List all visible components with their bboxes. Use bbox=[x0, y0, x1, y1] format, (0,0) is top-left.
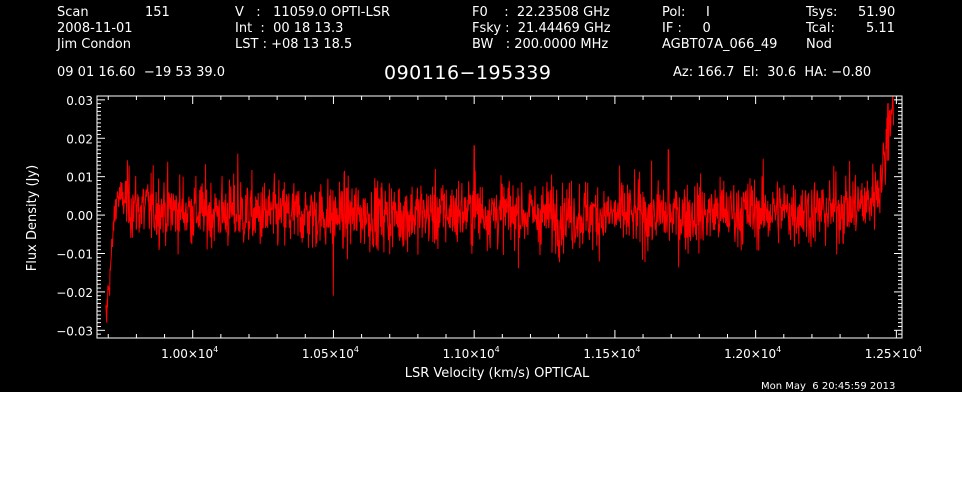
plot-frame bbox=[96, 95, 903, 339]
tcal-label: Tcal: bbox=[806, 21, 835, 36]
observing-mode: Nod bbox=[806, 37, 832, 52]
f0-readout: F0 : 22.23508 GHz bbox=[472, 5, 610, 20]
x-tick-label: 1.10×104 bbox=[443, 345, 500, 361]
observer-name: Jim Condon bbox=[57, 37, 131, 52]
y-tick-label: 0.01 bbox=[66, 171, 93, 185]
x-tick-exponent: 4 bbox=[635, 345, 640, 354]
integration-readout: Int : 00 18 13.3 bbox=[235, 21, 344, 36]
lst-readout: LST : +08 13 18.5 bbox=[235, 37, 353, 52]
y-tick-label: 0.03 bbox=[66, 94, 93, 108]
if-readout: IF : 0 bbox=[662, 21, 711, 36]
tcal-value: 5.11 bbox=[866, 21, 895, 36]
x-tick-label: 1.05×104 bbox=[302, 345, 359, 361]
x-tick-exponent: 4 bbox=[354, 345, 359, 354]
x-tick-exponent: 4 bbox=[917, 345, 922, 354]
x-tick-label: 1.25×104 bbox=[865, 345, 922, 361]
plot-timestamp: Mon May 6 20:45:59 2013 bbox=[761, 381, 896, 392]
spectrum-panel: Scan 151 2008-11-01 Jim Condon V : 11059… bbox=[0, 0, 962, 392]
x-tick-exponent: 4 bbox=[776, 345, 781, 354]
fsky-readout: Fsky : 21.44469 GHz bbox=[472, 21, 611, 36]
spectrum-chart: 1.00×104 1.05×104 1.10×104 1.15×104 1.20×104… bbox=[25, 94, 922, 381]
bandwidth-readout: BW : 200.0000 MHz bbox=[472, 37, 609, 52]
tsys-value: 51.90 bbox=[858, 5, 896, 20]
x-axis-label: LSR Velocity (km/s) OPTICAL bbox=[405, 366, 590, 381]
y-axis-ticks: −0.03 −0.02 −0.01 0.00 0.01 0.02 0.03 bbox=[56, 94, 902, 339]
scan-label: Scan bbox=[57, 5, 89, 20]
y-axis-label: Flux Density (Jy) bbox=[25, 165, 40, 271]
x-tick-exponent: 4 bbox=[495, 345, 500, 354]
pointing-readout: Az: 166.7 El: 30.6 HA: −0.80 bbox=[673, 65, 872, 80]
project-id: AGBT07A_066_49 bbox=[662, 37, 778, 52]
chart-title: 090116−195339 bbox=[384, 62, 552, 84]
polarization-readout: Pol: I bbox=[662, 5, 710, 20]
y-tick-label: 0.02 bbox=[66, 132, 93, 146]
y-tick-label: −0.02 bbox=[56, 286, 93, 300]
x-tick-label: 1.00×104 bbox=[161, 345, 218, 361]
y-tick-label: −0.01 bbox=[56, 247, 93, 261]
y-tick-label: −0.03 bbox=[56, 324, 93, 338]
x-tick-label: 1.20×104 bbox=[724, 345, 781, 361]
source-coordinates: 09 01 16.60 −19 53 39.0 bbox=[57, 65, 226, 80]
x-axis-ticks: 1.00×104 1.05×104 1.10×104 1.15×104 1.20×104… bbox=[107, 96, 922, 361]
scan-number: 151 bbox=[145, 5, 170, 20]
x-tick-exponent: 4 bbox=[213, 345, 218, 354]
observation-date: 2008-11-01 bbox=[57, 21, 133, 36]
flux-density-series bbox=[105, 95, 895, 323]
tsys-label: Tsys: bbox=[806, 5, 838, 20]
velocity-readout: V : 11059.0 OPTI-LSR bbox=[235, 5, 391, 20]
x-tick-label: 1.15×104 bbox=[583, 345, 640, 361]
y-tick-label: 0.00 bbox=[66, 209, 93, 223]
